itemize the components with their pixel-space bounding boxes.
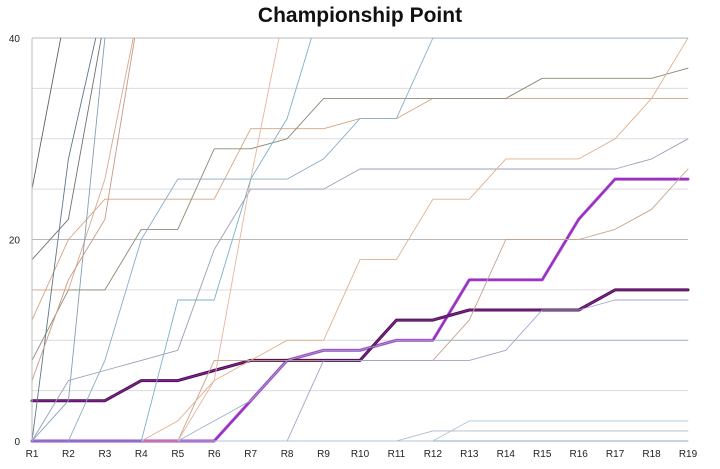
series-line-2 <box>30 178 690 443</box>
x-tick-label: R9 <box>317 449 330 460</box>
x-tick-label: R4 <box>135 449 148 460</box>
x-tick-label: R7 <box>244 449 257 460</box>
y-tick-label: 0 <box>14 437 20 448</box>
x-tick-label: R10 <box>351 449 370 460</box>
series-line-7 <box>31 138 689 442</box>
series-line-16 <box>31 38 134 291</box>
series-line-3 <box>30 288 690 403</box>
x-tick-label: R12 <box>424 449 443 460</box>
series-line-6 <box>31 67 689 361</box>
x-tick-label: R6 <box>208 449 221 460</box>
x-tick-label: R17 <box>606 449 625 460</box>
series-line-8 <box>31 38 689 442</box>
x-tick-label: R14 <box>497 449 516 460</box>
x-tick-label: R13 <box>460 449 479 460</box>
y-tick-label: 20 <box>9 236 21 247</box>
x-tick-label: R2 <box>62 449 75 460</box>
x-tick-label: R11 <box>388 449 406 460</box>
series-line-4 <box>31 289 689 402</box>
x-tick-label: R3 <box>98 449 111 460</box>
y-tick-label: 40 <box>9 34 21 45</box>
series-line-21 <box>31 38 136 382</box>
x-tick-label: R15 <box>533 449 552 460</box>
x-tick-label: R8 <box>281 449 294 460</box>
x-tick-label: R5 <box>171 449 184 460</box>
series-line-17 <box>31 38 102 261</box>
x-tick-label: R18 <box>642 449 661 460</box>
series-line-23 <box>31 38 312 442</box>
x-tick-label: R16 <box>569 449 588 460</box>
chart-title: Championship Point <box>257 4 463 27</box>
series-layer <box>30 38 690 443</box>
series-line-18 <box>31 38 62 190</box>
x-tick-label: R1 <box>26 449 39 460</box>
series-line-1 <box>30 177 690 443</box>
series-line-11 <box>31 299 689 442</box>
axis-layer: 0 20 40 R1 R2 R3 R4 R5 R6 R7 R8 R9 R10 R11 R12 R13 R14 R1… <box>9 34 698 460</box>
x-tick-label: R19 <box>679 449 698 460</box>
